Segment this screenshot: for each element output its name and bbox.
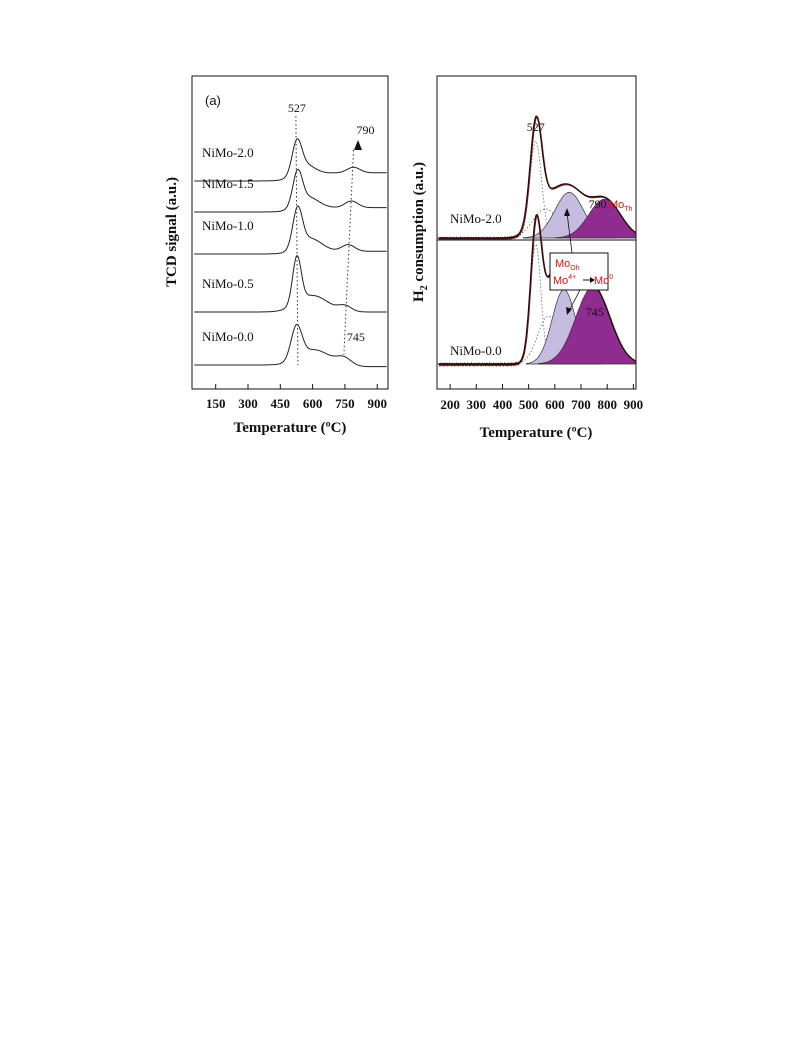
panel-a-curve-nimo-1.0 — [194, 205, 387, 255]
panel-a-series-label: NiMo-2.0 — [202, 145, 254, 160]
mo-oh-label: MoOh — [555, 258, 580, 272]
panel-b-series-label: NiMo-0.0 — [450, 343, 502, 358]
panel-b-nimo-2.0-component-0 — [517, 140, 554, 238]
panel-b-x-ticks: 200 300 400 500 600 700 800 900 — [440, 384, 643, 412]
panel-a-series-labels: NiMo-2.0 NiMo-1.5 NiMo-1.0 NiMo-0.5 NiMo-0.0 — [202, 145, 254, 344]
panel-a-tick-label-750: 750 — [335, 396, 355, 411]
panel-b-series-label: NiMo-2.0 — [450, 211, 502, 226]
mo4-label: Mo4+ — [553, 274, 576, 287]
panel-a-guide-790-745 — [343, 149, 355, 356]
panel-b-tick-label-800: 800 — [597, 397, 617, 412]
panel-a-tick-label-600: 600 — [303, 396, 323, 411]
panel-a-curve-nimo-0.0 — [194, 323, 387, 368]
panel-a-peak-745-label: 745 — [347, 330, 365, 344]
panel-b-x-axis-label: Temperature (ºC) — [480, 425, 593, 441]
panel-a-guides — [295, 115, 355, 366]
panel-a-curve-nimo-0.5 — [194, 255, 387, 313]
panel-a-tcd-chart: 150 300 450 600 750 900 NiMo-2.0NiMo-1.5NiMo-… — [164, 75, 389, 436]
panel-a-y-axis-label: TCD signal (a.u.) — [164, 177, 180, 287]
panel-a-x-axis-label: Temperature (ºC) — [234, 420, 347, 436]
box-pointer-lower-head — [566, 307, 572, 315]
panel-a-curve-nimo-1.5 — [194, 168, 387, 213]
panel-b-peak-790-label: 790 — [589, 197, 607, 211]
mo-reduction-box — [549, 252, 609, 291]
panel-a-x-ticks: 150 300 450 600 750 900 — [206, 384, 387, 411]
panel-a-peak-527-label: 527 — [288, 101, 306, 115]
box-pointer-upper — [566, 212, 573, 254]
panel-a-curves — [194, 138, 387, 368]
figure: 150 300 450 600 750 900 NiMo-2.0NiMo-1.5NiMo-… — [164, 75, 643, 441]
panel-b-tick-label-300: 300 — [467, 397, 487, 412]
panel-b-tick-label-700: 700 — [571, 397, 591, 412]
panel-a-tag: (a) — [205, 93, 221, 108]
panel-a-arrow-head — [354, 140, 362, 150]
panel-a-frame — [191, 75, 389, 390]
panel-b-tick-label-200: 200 — [440, 397, 460, 412]
panel-a-peak-790-label: 790 — [357, 123, 375, 137]
panel-b-tick-label-900: 900 — [624, 397, 644, 412]
reduction-arrow-head — [590, 277, 595, 283]
box-pointer-upper-head — [564, 208, 570, 216]
mo0-label: Mo0 — [594, 274, 613, 287]
panel-a-guide-527 — [295, 115, 299, 366]
panel-b-curve-nimo-2.0 — [437, 115, 636, 240]
panel-b-h2-chart: 200 300 400 500 600 700 800 900 NiMo-2.0 NiMo-0.… — [411, 75, 643, 441]
panel-b-tick-label-600: 600 — [545, 397, 565, 412]
panel-b-tick-label-500: 500 — [519, 397, 539, 412]
panel-b-curve-nimo-0.0 — [437, 214, 636, 366]
panel-b-curves — [437, 115, 637, 367]
panel-a-series-label: NiMo-0.0 — [202, 329, 254, 344]
panel-b-peak-745-label: 745 — [586, 305, 604, 319]
panel-a-series-label: NiMo-0.5 — [202, 276, 254, 291]
panel-a-tick-label-900: 900 — [367, 396, 387, 411]
panel-a-tick-label-300: 300 — [238, 396, 258, 411]
panel-b-peak-527-label: 527 — [527, 120, 545, 134]
panel-b-series-labels: NiMo-2.0 NiMo-0.0 — [450, 211, 502, 358]
panel-a-series-label: NiMo-1.0 — [202, 218, 254, 233]
panel-a-curve-nimo-2.0 — [194, 138, 387, 182]
panel-b-y-axis-label: H2 consumption (a.u.) — [411, 162, 430, 302]
panel-b-tick-label-400: 400 — [493, 397, 513, 412]
panel-a-tick-label-450: 450 — [271, 396, 291, 411]
box-pointer-lower — [568, 289, 581, 312]
panel-a-series-label: NiMo-1.5 — [202, 176, 254, 191]
mo-th-label: MoTh — [609, 199, 633, 213]
panel-a-tick-label-150: 150 — [206, 396, 226, 411]
